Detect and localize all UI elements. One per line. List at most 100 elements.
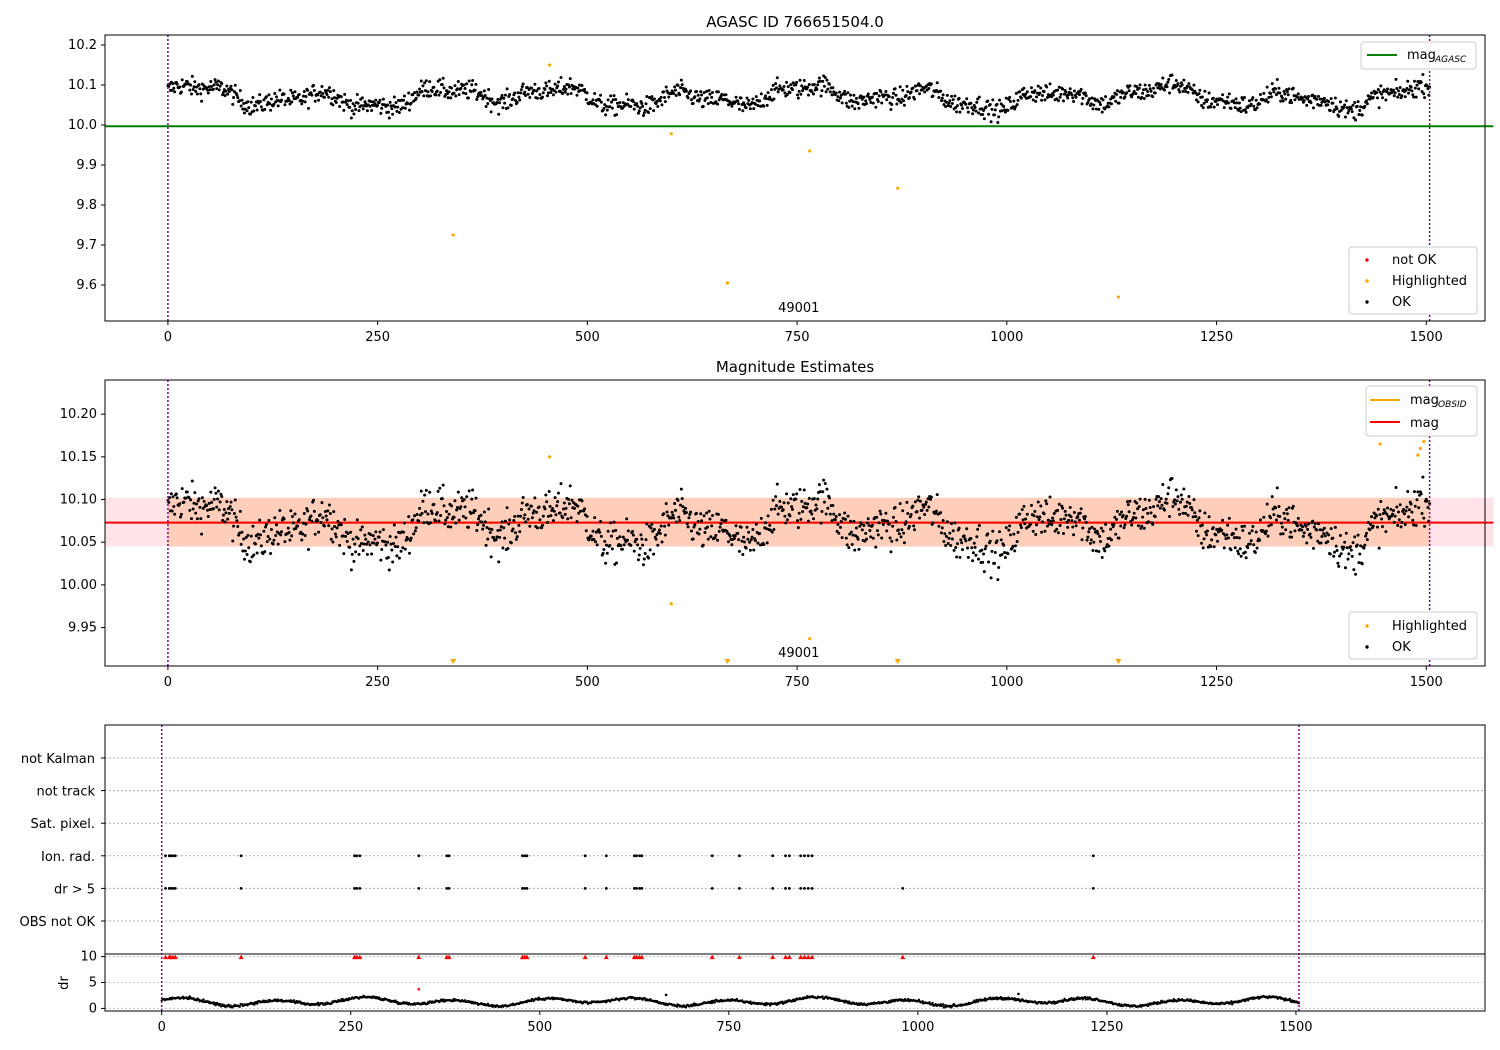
ok-point	[810, 512, 814, 516]
ok-point	[549, 91, 553, 95]
ok-point	[1269, 92, 1273, 96]
ok-point	[1205, 98, 1209, 102]
ok-point	[193, 491, 197, 495]
ok-point	[1044, 499, 1048, 503]
ok-point	[821, 490, 825, 494]
ok-point	[737, 107, 741, 111]
ok-point	[780, 505, 784, 509]
ok-point	[1391, 512, 1395, 516]
ok-point	[1416, 490, 1420, 494]
ok-point	[249, 534, 253, 538]
ok-point	[318, 513, 322, 517]
ok-point	[714, 100, 718, 104]
ok-point	[790, 505, 794, 509]
dr-gt5-flag-point	[171, 887, 175, 890]
ok-point	[814, 503, 818, 507]
ok-point	[1125, 514, 1129, 518]
ok-point	[1423, 96, 1427, 100]
ok-point	[1158, 506, 1162, 510]
ok-point	[178, 502, 182, 506]
ok-point	[211, 87, 215, 91]
ok-point	[1226, 536, 1230, 540]
ok-point	[312, 498, 316, 502]
ok-point	[1160, 503, 1164, 507]
ok-point	[1018, 90, 1022, 94]
ok-point	[716, 102, 720, 106]
ok-point	[391, 541, 395, 545]
ok-point	[547, 489, 551, 493]
ok-point	[1398, 503, 1402, 507]
ok-point	[1365, 531, 1369, 535]
ok-point	[306, 106, 310, 110]
ok-point	[351, 537, 355, 541]
ok-point	[413, 514, 417, 518]
ok-point	[867, 524, 871, 528]
ok-point	[1237, 108, 1241, 112]
ok-point	[319, 520, 323, 524]
ok-point	[445, 89, 449, 93]
ok-point	[434, 93, 438, 97]
ok-point	[764, 521, 768, 525]
ok-point	[252, 553, 256, 557]
ok-point	[884, 511, 888, 515]
ok-point	[647, 110, 651, 114]
ok-point	[1057, 85, 1061, 89]
ok-point	[844, 101, 848, 105]
ok-point	[1337, 114, 1341, 118]
ok-point	[1066, 96, 1070, 100]
ok-point	[235, 93, 239, 97]
ok-point	[578, 509, 582, 513]
ok-point	[519, 507, 523, 511]
ok-point	[171, 82, 175, 86]
ok-point	[1014, 544, 1018, 548]
ok-point	[191, 507, 195, 511]
ok-point	[1421, 73, 1425, 77]
ok-point	[913, 528, 917, 532]
legend-box	[1348, 611, 1478, 660]
ok-point	[1072, 89, 1076, 93]
ok-point	[301, 99, 305, 103]
ok-point	[1269, 523, 1273, 527]
ok-point	[801, 510, 805, 514]
ok-point	[736, 531, 740, 535]
ok-point	[702, 514, 706, 518]
ok-point	[750, 101, 754, 105]
ok-point	[1022, 86, 1026, 90]
ok-point	[554, 513, 558, 517]
ok-point	[862, 523, 866, 527]
ok-point	[904, 520, 908, 524]
ok-point	[492, 535, 496, 539]
ok-point	[762, 104, 766, 108]
ok-point	[1039, 504, 1043, 508]
ok-point	[417, 519, 421, 523]
ok-point	[437, 93, 441, 97]
ok-point	[751, 528, 755, 532]
ok-point	[697, 532, 701, 536]
ok-point	[876, 100, 880, 104]
ok-point	[935, 81, 939, 85]
ok-point	[287, 531, 291, 535]
ok-point	[951, 98, 955, 102]
ok-point	[689, 98, 693, 102]
ok-point	[912, 524, 916, 528]
ok-point	[437, 519, 441, 523]
ok-point	[976, 527, 980, 531]
ok-point	[220, 494, 224, 498]
ok-point	[894, 93, 898, 97]
ok-point	[551, 93, 555, 97]
ok-point	[524, 93, 528, 97]
ok-point	[960, 106, 964, 110]
ok-point	[838, 90, 842, 94]
highlighted-point	[1116, 295, 1120, 299]
ok-point	[850, 104, 854, 108]
ok-point	[975, 100, 979, 104]
ok-point	[415, 90, 419, 94]
ok-point	[640, 537, 644, 541]
ok-point	[759, 516, 763, 520]
ion-rad-flag-point	[632, 854, 636, 858]
ok-point	[1275, 486, 1279, 490]
ok-point	[328, 512, 332, 516]
ok-point	[563, 90, 567, 94]
ok-point	[1281, 99, 1285, 103]
